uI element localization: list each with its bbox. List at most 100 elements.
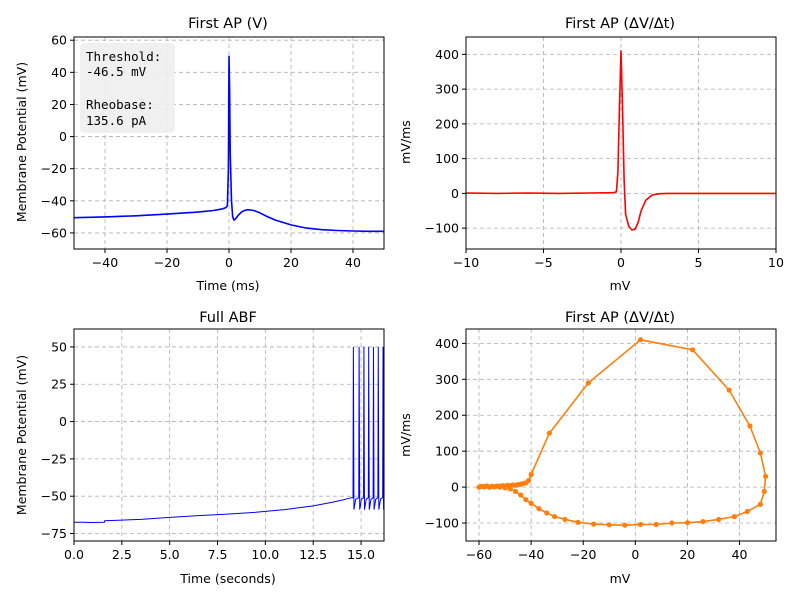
x-tick-label: 0 <box>631 547 639 562</box>
y-tick-label: 0 <box>59 129 67 144</box>
chart4-xlabel: mV <box>610 571 631 586</box>
x-tick-label: −40 <box>92 255 118 270</box>
annotation-line-4: Rheobase: <box>86 97 154 112</box>
x-tick-label: 20 <box>679 547 695 562</box>
x-tick-label: −60 <box>466 547 492 562</box>
x-tick-label: 12.5 <box>299 547 327 562</box>
x-tick-label: −40 <box>518 547 544 562</box>
series-line <box>466 50 776 231</box>
y-tick-label: 0 <box>59 414 67 429</box>
data-point <box>684 520 691 526</box>
chart3-xlabel: Time (seconds) <box>179 571 275 586</box>
y-tick-label: −60 <box>41 225 67 240</box>
x-tick-label: 0.0 <box>64 547 84 562</box>
y-tick-label: 60 <box>51 33 67 48</box>
x-tick-label: 15.0 <box>347 547 375 562</box>
chart2-title: First AP (ΔV/Δt) <box>565 16 675 32</box>
data-point <box>637 521 644 528</box>
threshold-annotation: Threshold: -46.5 mV Rheobase: 135.6 pA <box>80 43 175 133</box>
chart3-plot-area <box>74 346 384 523</box>
y-tick-label: −75 <box>41 526 67 541</box>
data-point <box>761 488 767 495</box>
annotation-line-5: 135.6 pA <box>86 113 147 128</box>
chart3-title: Full ABF <box>199 310 257 326</box>
x-tick-label: 0 <box>225 255 233 270</box>
x-tick-label: 7.5 <box>208 547 228 562</box>
data-point <box>606 522 612 528</box>
data-point <box>528 471 534 478</box>
data-point <box>757 450 763 456</box>
y-tick-label: −100 <box>425 221 459 236</box>
y-tick-label: −100 <box>425 516 459 531</box>
data-point <box>669 520 675 526</box>
data-point <box>744 508 750 515</box>
x-tick-label: −20 <box>570 547 596 562</box>
series-line <box>74 497 352 523</box>
y-tick-label: 40 <box>51 65 67 80</box>
y-tick-label: 300 <box>435 372 459 387</box>
chart1-ylabel: Membrane Potential (mV) <box>14 62 29 222</box>
y-tick-label: 0 <box>451 186 459 201</box>
chart2-ylabel: mV/ms <box>398 120 413 164</box>
x-tick-label: −5 <box>534 255 552 270</box>
data-point <box>512 488 519 495</box>
y-tick-label: 400 <box>435 336 459 351</box>
data-point <box>528 500 534 506</box>
chart2-plot-area <box>466 50 776 231</box>
y-tick-label: −25 <box>41 451 67 466</box>
y-tick-label: −40 <box>41 193 67 208</box>
y-tick-label: 20 <box>51 97 67 112</box>
axes-frame <box>73 328 385 542</box>
data-point <box>716 516 722 523</box>
data-point <box>585 380 592 386</box>
data-point <box>562 516 568 523</box>
x-tick-label: 5.0 <box>160 547 180 562</box>
spike-train <box>351 346 384 510</box>
chart2: −10 −5 0 5 10 −100 0 100 200 300 400 <box>425 36 784 270</box>
annotation-box <box>80 43 175 133</box>
x-tick-label: 10 <box>768 255 784 270</box>
data-point <box>536 506 542 512</box>
x-tick-label: 5 <box>695 255 703 270</box>
x-tick-label: 0 <box>617 255 625 270</box>
data-point <box>762 473 769 479</box>
chart1-plot-area <box>74 55 384 233</box>
data-point <box>622 522 628 528</box>
data-point <box>523 497 529 503</box>
y-tick-label: 100 <box>435 151 459 166</box>
data-point <box>486 484 493 490</box>
y-tick-label: 300 <box>435 82 459 97</box>
data-point <box>518 492 524 498</box>
chart1-xlabel: Time (ms) <box>195 278 259 293</box>
data-point <box>757 501 763 507</box>
y-tick-label: 400 <box>435 47 459 62</box>
data-point <box>726 387 732 393</box>
annotation-line-1: Threshold: <box>86 49 161 64</box>
data-point <box>497 484 503 490</box>
x-tick-label: 10.0 <box>251 547 279 562</box>
data-point <box>546 430 552 436</box>
chart3: 0.0 2.5 5.0 7.5 10.0 12.5 15.0 −75 −50 −25 0 25 50 <box>41 328 385 562</box>
data-point <box>525 478 532 484</box>
x-tick-label: −10 <box>453 255 479 270</box>
chart4-ylabel: mV/ms <box>398 413 413 457</box>
chart2-xlabel: mV <box>610 278 631 293</box>
data-point <box>591 521 597 527</box>
data-point <box>731 513 737 520</box>
chart4-plot-area <box>476 337 769 528</box>
data-point <box>481 484 487 490</box>
chart4-title: First AP (ΔV/Δt) <box>565 310 675 326</box>
x-tick-label: 20 <box>283 255 299 270</box>
annotation-line-2: -46.5 mV <box>86 64 147 79</box>
x-tick-label: 40 <box>345 255 361 270</box>
y-tick-label: 50 <box>51 339 67 354</box>
data-point <box>507 486 513 492</box>
x-tick-label: 40 <box>732 547 748 562</box>
chart4: −60 −40 −20 0 20 40 −100 0 100 200 300 400 <box>425 328 777 562</box>
y-tick-label: −20 <box>41 161 67 176</box>
y-tick-label: 100 <box>435 444 459 459</box>
data-point <box>502 485 508 491</box>
chart3-ylabel: Membrane Potential (mV) <box>14 355 29 515</box>
data-point <box>492 484 498 490</box>
